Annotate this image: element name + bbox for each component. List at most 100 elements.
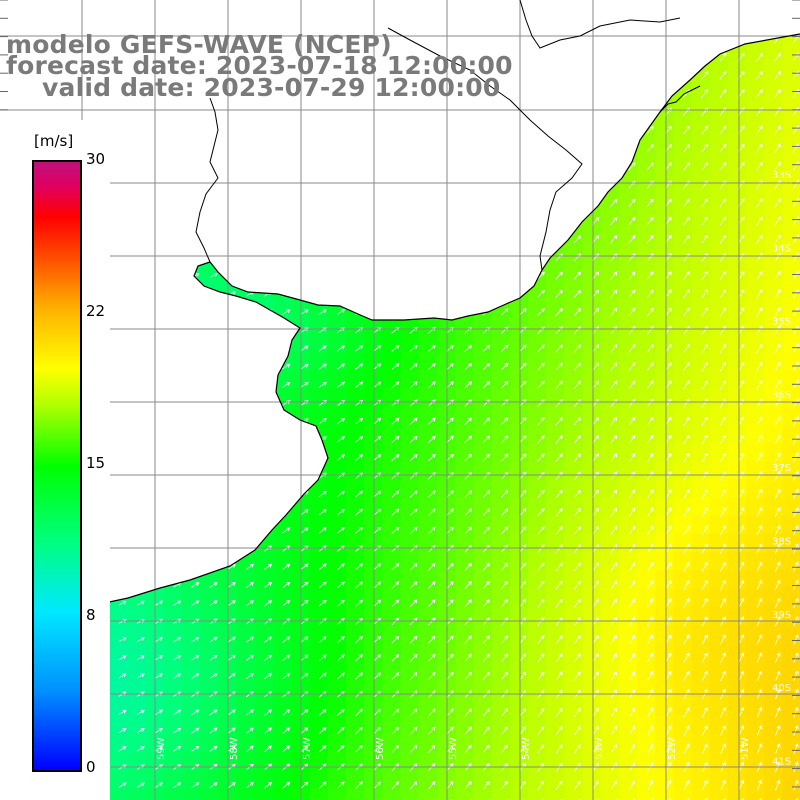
latitude-label: 40S [772, 683, 791, 694]
wind-arrow [683, 452, 690, 463]
wind-arrow [646, 289, 654, 299]
wind-cell [127, 642, 147, 662]
wind-arrow [318, 490, 327, 498]
wind-arrow [464, 508, 473, 517]
wind-arrow [756, 270, 763, 281]
wind-cell [691, 770, 711, 789]
wind-cell [637, 442, 656, 462]
wind-arrow [354, 436, 364, 443]
wind-cell [527, 515, 547, 535]
wind-arrow [501, 780, 508, 790]
wind-cell [655, 770, 674, 789]
wind-arrow [683, 598, 690, 609]
wind-arrow [628, 198, 636, 207]
wind-arrow [501, 671, 509, 681]
wind-cell [655, 606, 674, 626]
wind-cell [764, 442, 784, 462]
wind-cell [637, 224, 656, 243]
wind-arrow [774, 161, 781, 172]
wind-arrow [573, 362, 582, 371]
wind-arrow [446, 508, 454, 516]
wind-arrow [793, 779, 799, 791]
wind-cell [746, 260, 765, 280]
wind-cell [673, 661, 693, 680]
wind-cell [200, 642, 219, 662]
wind-arrow [355, 508, 364, 516]
wind-cell [637, 551, 656, 571]
wind-cell [309, 388, 329, 407]
wind-arrow [245, 654, 254, 661]
wind-arrow [555, 707, 563, 717]
wind-cell [345, 533, 365, 553]
wind-cell [564, 752, 583, 771]
wind-arrow [282, 600, 291, 607]
wind-arrow [774, 288, 781, 299]
wind-cell [327, 351, 347, 371]
wind-cell [637, 315, 656, 334]
wind-cell [673, 533, 693, 553]
wind-cell [691, 606, 711, 626]
wind-cell [618, 733, 638, 753]
wind-arrow [263, 581, 273, 589]
wind-cell [200, 770, 219, 789]
wind-cell [418, 442, 438, 462]
wind-arrow [391, 326, 400, 334]
wind-cell [673, 169, 693, 189]
wind-cell [691, 388, 711, 407]
wind-cell [709, 442, 729, 462]
wind-arrow [318, 563, 327, 571]
wind-arrow [373, 781, 381, 789]
wind-cell [491, 315, 511, 334]
wind-arrow [720, 634, 726, 645]
wind-cell [509, 606, 529, 626]
wind-cell [691, 442, 711, 462]
wind-cell [491, 770, 511, 789]
wind-cell [728, 297, 747, 316]
wind-arrow [774, 561, 781, 572]
wind-arrow [209, 709, 218, 716]
wind-cell [236, 661, 256, 680]
wind-cell [491, 424, 511, 444]
wind-cell [618, 497, 638, 516]
wind-arrow [683, 198, 691, 208]
wind-cell [182, 679, 201, 698]
wind-cell [782, 133, 800, 152]
wind-arrow [282, 727, 291, 734]
wind-arrow [647, 743, 654, 754]
wind-arrow [628, 471, 636, 481]
wind-arrow [610, 362, 618, 371]
wind-cell [455, 679, 474, 698]
wind-arrow [628, 234, 636, 244]
wind-cell [382, 770, 401, 789]
wind-cell [618, 460, 638, 480]
wind-cell [600, 588, 620, 607]
legend-tick: 22 [86, 302, 106, 320]
wind-cell [455, 715, 474, 735]
legend-tick: 15 [86, 454, 106, 472]
wind-arrow [573, 435, 581, 444]
wind-arrow [519, 489, 527, 499]
wind-cell [764, 297, 784, 316]
wind-arrow [574, 780, 581, 790]
wind-arrow [391, 363, 400, 370]
wind-cell [418, 697, 438, 717]
wind-arrow [446, 344, 454, 352]
wind-cell [273, 588, 292, 607]
wind-arrow [373, 327, 382, 334]
wind-cell [382, 424, 401, 444]
wind-cell [673, 479, 693, 498]
wind-arrow [500, 598, 509, 608]
wind-cell [200, 606, 219, 626]
wind-cell [345, 369, 365, 389]
wind-cell [564, 697, 583, 717]
wind-cell [546, 369, 565, 389]
wind-cell [273, 770, 292, 789]
wind-cell [728, 369, 747, 389]
wind-cell [345, 679, 365, 698]
wind-cell [364, 570, 383, 589]
wind-arrow [701, 634, 708, 645]
wind-arrow [774, 597, 781, 609]
wind-cell [600, 497, 620, 516]
wind-arrow [355, 745, 363, 753]
